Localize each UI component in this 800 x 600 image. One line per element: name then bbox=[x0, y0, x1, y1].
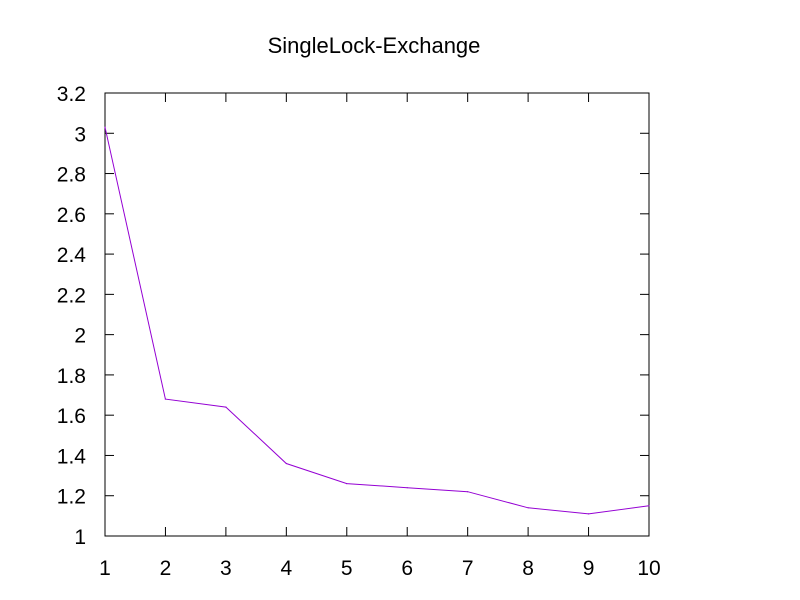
data-point bbox=[285, 462, 287, 465]
x-tick-label: 5 bbox=[341, 557, 353, 580]
x-tick-label: 7 bbox=[462, 557, 474, 580]
plot-frame bbox=[104, 92, 650, 537]
data-point bbox=[467, 491, 469, 493]
data-point bbox=[587, 513, 590, 515]
x-tick-label: 6 bbox=[401, 557, 413, 580]
y-tick-label: 2.2 bbox=[57, 284, 86, 307]
data-point bbox=[406, 487, 408, 489]
x-axis: 1 2 3 4 5 6 7 8 9 10 bbox=[99, 93, 661, 580]
x-tick-label: 1 bbox=[99, 557, 111, 580]
y-tick-label: 1.6 bbox=[57, 405, 86, 428]
x-tick-label: 4 bbox=[280, 557, 292, 580]
data-point bbox=[346, 483, 348, 485]
y-tick-label: 3.2 bbox=[57, 83, 86, 106]
y-tick-label: 1.2 bbox=[57, 486, 86, 509]
y-tick-label: 2.8 bbox=[57, 164, 86, 187]
x-tick-label: 2 bbox=[160, 557, 172, 580]
data-point bbox=[104, 126, 106, 128]
series-layer bbox=[104, 126, 650, 515]
y-tick-label: 2 bbox=[74, 325, 86, 348]
data-point bbox=[648, 505, 650, 507]
y-tick-label: 3 bbox=[74, 123, 86, 146]
data-point bbox=[164, 398, 167, 400]
data-point bbox=[225, 406, 227, 408]
y-axis: 1 1.2 1.4 1.6 1.8 2 2.2 2.4 2.6 2.8 3 3.2 bbox=[57, 83, 649, 549]
x-tick-label: 8 bbox=[522, 557, 534, 580]
x-tick-label: 9 bbox=[583, 557, 595, 580]
y-tick-label: 1.4 bbox=[57, 445, 87, 468]
chart-title: SingleLock-Exchange bbox=[268, 33, 481, 58]
y-tick-label: 1.8 bbox=[57, 365, 86, 388]
series-line bbox=[104, 127, 650, 515]
x-tick-label: 10 bbox=[637, 557, 660, 580]
y-tick-label: 1 bbox=[74, 526, 86, 549]
x-tick-label: 3 bbox=[220, 557, 232, 580]
data-point bbox=[527, 507, 529, 509]
y-tick-label: 2.4 bbox=[57, 244, 87, 267]
y-tick-label: 2.6 bbox=[57, 204, 86, 227]
